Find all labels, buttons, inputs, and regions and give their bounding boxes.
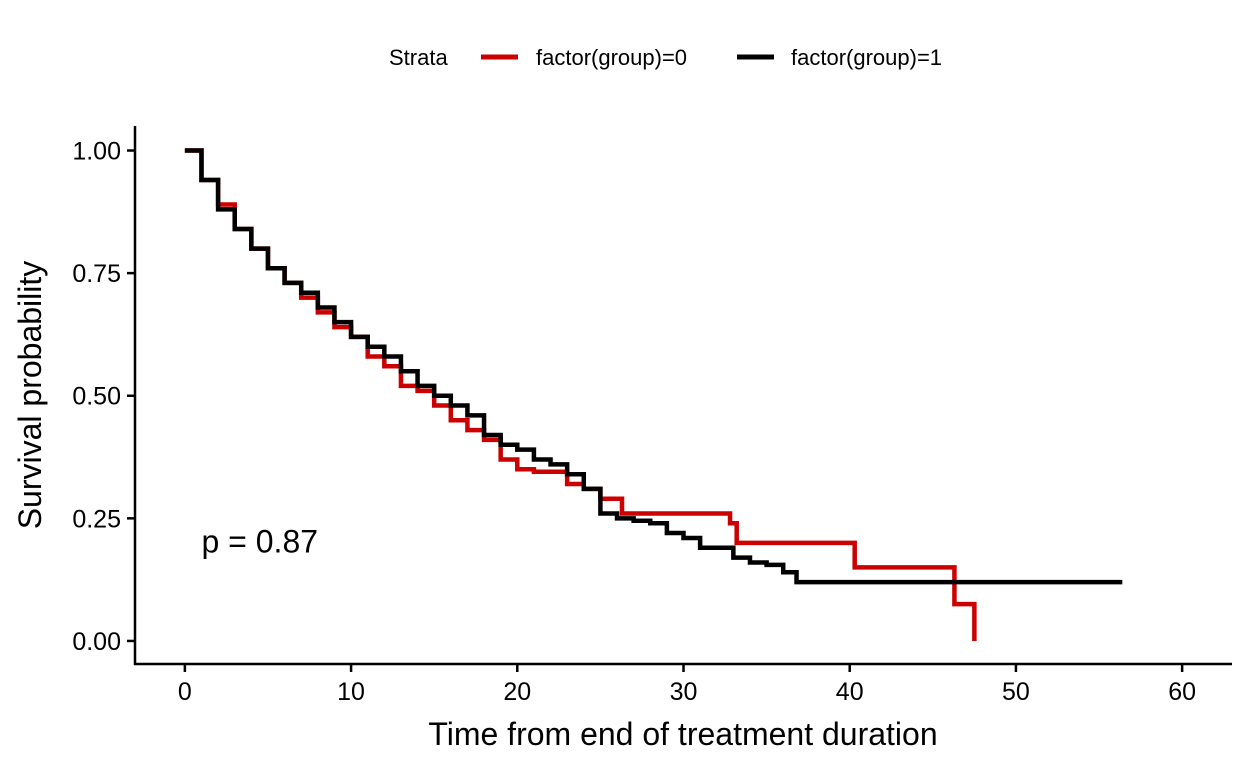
x-tick-label: 60	[1168, 678, 1196, 706]
x-tick-label: 50	[1002, 678, 1030, 706]
x-tick-label: 20	[503, 678, 531, 706]
y-tick-label: 0.25	[72, 505, 121, 533]
legend-label-group-0: factor(group)=0	[536, 45, 687, 70]
x-tick-label: 0	[178, 678, 192, 706]
y-tick-label: 0.75	[72, 260, 121, 288]
x-axis-title: Time from end of treatment duration	[428, 716, 937, 752]
x-tick-label: 30	[670, 678, 698, 706]
y-axis-title: Survival probability	[12, 261, 48, 530]
survival-curve-group-1	[184, 148, 1123, 585]
p-value-annotation: p = 0.87	[201, 524, 318, 560]
legend: Strata factor(group)=0 factor(group)=1	[389, 45, 942, 70]
axes: 0 10 20 30 40 50 60 0.00 0.25 0.50 0.75 1.00	[72, 126, 1232, 706]
survival-curve-group-0	[184, 148, 977, 641]
x-tick-label: 40	[836, 678, 864, 706]
x-tick-label: 10	[337, 678, 365, 706]
y-tick-label: 0.00	[72, 628, 121, 656]
y-ticks: 0.00 0.25 0.50 0.75 1.00	[72, 138, 135, 656]
legend-title: Strata	[389, 45, 448, 70]
survival-curves	[184, 148, 1123, 641]
x-ticks: 0 10 20 30 40 50 60	[178, 664, 1196, 706]
y-tick-label: 1.00	[72, 138, 121, 166]
legend-label-group-1: factor(group)=1	[791, 45, 942, 70]
y-tick-label: 0.50	[72, 383, 121, 411]
